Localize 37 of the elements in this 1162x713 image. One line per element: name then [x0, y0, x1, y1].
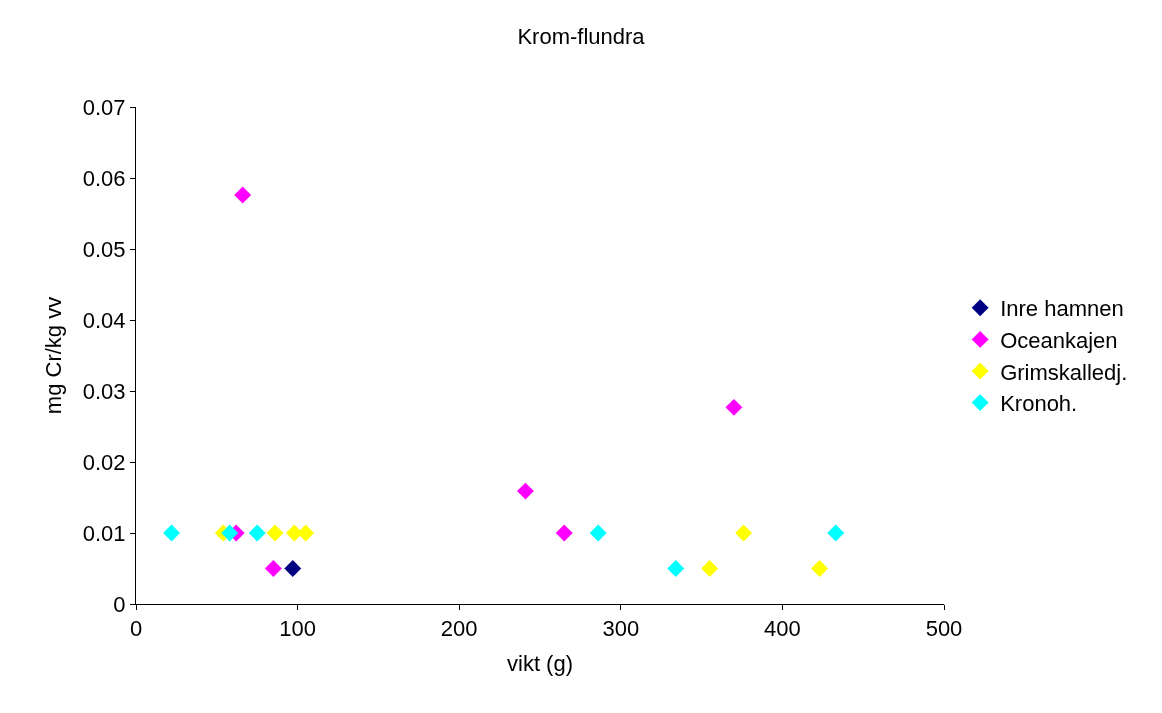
- point: [735, 524, 753, 542]
- point: [266, 524, 284, 542]
- y-tick-label: 0: [113, 591, 126, 617]
- x-tick-label: 400: [764, 616, 801, 642]
- y-tick-label: 0.06: [82, 165, 126, 191]
- y-tick-label: 0.07: [82, 94, 126, 120]
- y-tick-label: 0.05: [82, 236, 126, 262]
- y-tick-label: 0.04: [82, 307, 126, 333]
- x-tick-label: 0: [129, 616, 143, 642]
- point: [811, 560, 829, 577]
- point: [284, 560, 302, 577]
- y-tick-label: 0.03: [82, 378, 126, 404]
- y-axis-title: mg Cr/kg vv: [40, 296, 66, 415]
- point: [221, 524, 239, 542]
- point: [248, 524, 266, 542]
- chart-title: Krom-flundra: [517, 23, 646, 49]
- point: [589, 524, 607, 542]
- y-tick-label: 0.01: [82, 520, 126, 546]
- point: [667, 560, 685, 577]
- legend-label: Kronoh.: [1000, 391, 1078, 417]
- point: [827, 524, 845, 542]
- point: [725, 398, 743, 416]
- x-tick-label: 100: [279, 616, 316, 642]
- x-tick-label: 200: [440, 616, 478, 642]
- legend-label: Oceankajen: [1000, 327, 1118, 353]
- point: [234, 186, 252, 204]
- point: [517, 482, 534, 500]
- x-tick-label: 300: [602, 616, 640, 642]
- x-tick-label: 500: [925, 616, 963, 642]
- legend-label: Grimskalledj.: [1000, 359, 1128, 385]
- point: [555, 524, 573, 542]
- x-axis-title: vikt (g): [507, 651, 573, 677]
- legend-label: Inre hamnen: [1000, 296, 1124, 322]
- point: [163, 524, 180, 542]
- y-tick-label: 0.02: [82, 449, 126, 475]
- point: [264, 560, 282, 577]
- point: [701, 560, 719, 577]
